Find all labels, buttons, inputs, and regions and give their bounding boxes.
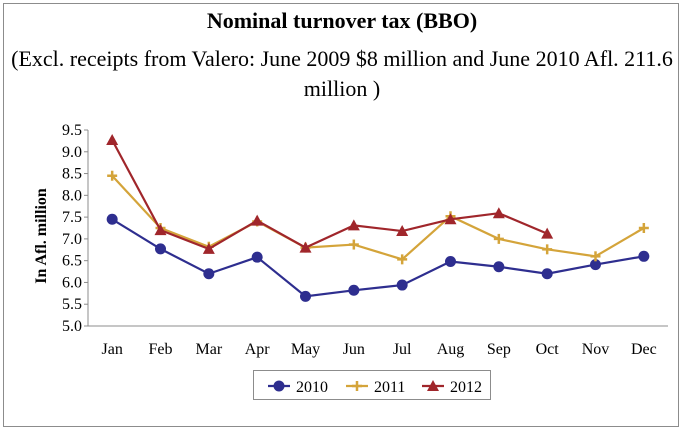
- legend-marker-2011: [352, 381, 362, 391]
- data-point-2010: [541, 268, 553, 280]
- data-point-2012: [444, 213, 457, 225]
- legend-label-2012: 2012: [450, 379, 482, 396]
- data-point-2012: [492, 207, 505, 219]
- series-group: [106, 134, 650, 302]
- legend-marker-2012: [427, 380, 439, 391]
- x-tick-label: Jul: [393, 341, 412, 358]
- data-point-2010: [300, 290, 311, 302]
- data-point-2010: [106, 213, 118, 225]
- chart-frame: [3, 3, 679, 427]
- x-tick-label: Oct: [536, 341, 560, 358]
- y-tick-label: 6.5: [62, 253, 82, 270]
- chart-title: Nominal turnover tax (BBO): [206, 8, 478, 33]
- x-tick-label: Dec: [631, 341, 657, 358]
- series-line-2012: [111, 139, 548, 251]
- data-point-2010: [396, 279, 408, 291]
- x-tick-label: Feb: [149, 341, 173, 358]
- data-point-2010: [493, 261, 505, 273]
- data-point-2011: [348, 239, 359, 250]
- data-point-2011: [493, 233, 504, 244]
- data-point-2011: [590, 251, 601, 262]
- y-tick-label: 5.5: [62, 296, 82, 313]
- y-tick-label: 5.0: [62, 318, 82, 335]
- data-point-2012: [202, 242, 215, 254]
- data-point-2012: [106, 134, 119, 146]
- data-point-2010: [203, 268, 215, 280]
- legend-label-2010: 2010: [296, 379, 328, 396]
- x-tick-label: Sep: [487, 341, 511, 358]
- data-point-2012: [347, 219, 360, 231]
- data-point-2011: [638, 223, 649, 233]
- legend-label-2011: 2011: [374, 379, 405, 396]
- axes: [84, 129, 668, 327]
- data-point-2010: [251, 251, 263, 263]
- series-line-2011: [111, 174, 645, 261]
- data-point-2012: [154, 224, 167, 236]
- x-tick-labels: Jan Feb Mar Apr May Jun Jul Aug Sep Oct Nov Dec: [102, 341, 657, 358]
- data-point-2012: [396, 225, 409, 237]
- series-2011: [107, 170, 649, 265]
- y-axis-label: In Afl. million: [33, 188, 50, 284]
- y-tick-label: 6.0: [62, 274, 82, 291]
- x-tick-label: May: [291, 341, 320, 358]
- data-point-2010: [590, 259, 601, 271]
- data-point-2011: [397, 254, 408, 265]
- x-tick-label: Jun: [343, 341, 365, 358]
- y-tick-labels: 5.0 5.5 6.0 6.5 7.0 7.5 8.0 8.5 9.0 9.5: [62, 122, 82, 335]
- x-tick-label: Mar: [196, 341, 223, 358]
- x-tick-label: Aug: [437, 341, 465, 358]
- legend: 2010 2011 2012: [253, 370, 491, 400]
- legend-items: 2010 2011 2012: [268, 379, 482, 396]
- chart-subtitle: (Excl. receipts from Valero: June 2009 $…: [11, 46, 673, 101]
- data-point-2010: [445, 256, 456, 268]
- data-point-2012: [299, 241, 312, 253]
- legend-marker-2010: [273, 380, 285, 392]
- y-tick-label: 7.0: [62, 231, 82, 248]
- y-tick-label: 9.0: [62, 144, 82, 161]
- y-tick-label: 8.5: [62, 166, 82, 183]
- series-2010: [106, 213, 650, 302]
- y-tick-label: 7.5: [62, 209, 82, 226]
- x-tick-label: Apr: [245, 341, 271, 358]
- data-point-2011: [542, 244, 553, 255]
- series-2012: [106, 134, 554, 254]
- data-point-2012: [251, 214, 264, 226]
- x-tick-label: Jan: [102, 341, 123, 358]
- series-line-2010: [111, 218, 645, 298]
- data-point-2010: [638, 250, 650, 262]
- data-point-2011: [107, 170, 118, 181]
- data-point-2010: [348, 284, 360, 296]
- y-tick-label: 8.0: [62, 187, 82, 204]
- x-tick-label: Nov: [582, 341, 610, 358]
- y-tick-label: 9.5: [62, 122, 82, 139]
- data-point-2012: [541, 227, 554, 239]
- data-point-2010: [155, 243, 166, 255]
